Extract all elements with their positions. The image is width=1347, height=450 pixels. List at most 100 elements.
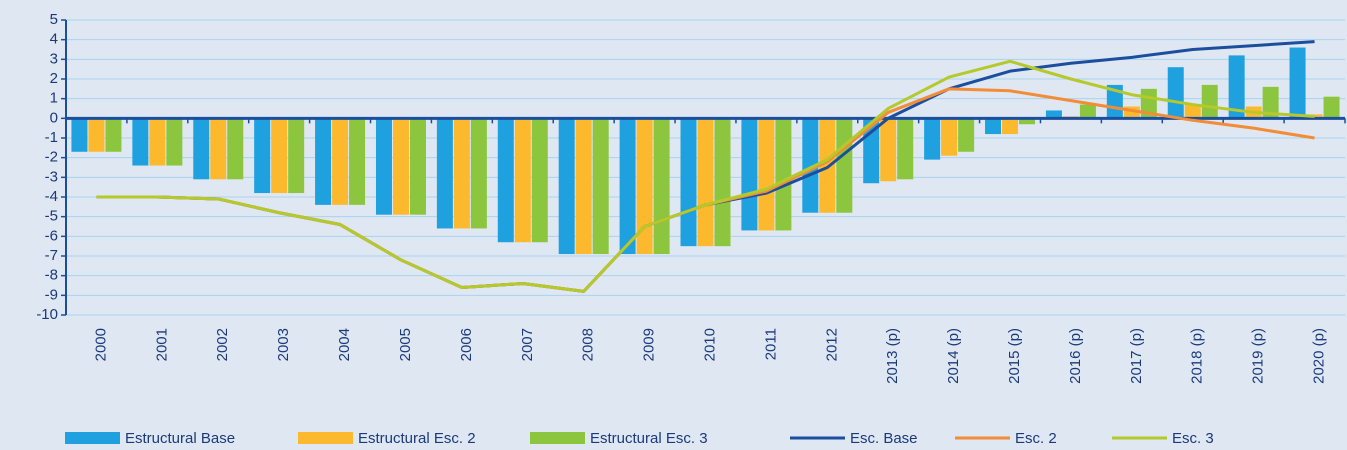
bar [897,118,914,180]
bar [166,118,183,166]
bar [575,118,592,255]
x-tick-label: 2010 [701,328,718,361]
bar [392,118,409,215]
legend-label: Esc. 2 [1015,430,1057,447]
legend-label: Estructural Esc. 3 [590,430,708,447]
bar [636,118,653,255]
bar [288,118,305,194]
bar [714,118,731,247]
bar [1045,110,1062,119]
x-tick-label: 2009 [641,328,658,361]
bar [271,118,288,194]
x-tick-label: 2017 (p) [1128,328,1145,384]
bar [436,118,453,229]
bar [514,118,531,243]
bar [349,118,366,205]
bar [1019,118,1036,125]
x-tick-label: 2016 (p) [1067,328,1084,384]
y-tick-label: -7 [45,247,58,264]
x-tick-label: 2005 [397,328,414,361]
legend-label: Estructural Base [125,430,235,447]
bar [105,118,122,152]
bar [958,118,975,152]
bar [193,118,210,180]
bar [741,118,758,231]
bar [819,118,836,213]
bar [531,118,548,243]
bar [758,118,775,231]
bar [619,118,636,255]
bar [88,118,105,152]
x-tick-label: 2014 (p) [945,328,962,384]
x-tick-label: 2004 [336,328,353,361]
y-tick-label: 3 [50,50,58,67]
y-tick-label: -3 [45,168,58,185]
bar [1323,96,1340,119]
bar [453,118,470,229]
bar [924,118,941,160]
y-tick-label: 0 [50,109,58,126]
bar [71,118,88,152]
legend-swatch [65,432,120,444]
x-tick-label: 2000 [92,328,109,361]
line [96,59,1315,293]
x-tick-label: 2013 (p) [884,328,901,384]
y-tick-label: 2 [50,70,58,87]
bar [332,118,349,205]
bar [149,118,166,166]
bar [375,118,392,215]
bar [653,118,670,255]
y-tick-label: -5 [45,208,58,225]
y-tick-label: 4 [50,31,58,48]
bar [836,118,853,213]
x-tick-label: 2002 [214,328,231,361]
y-tick-label: -9 [45,286,58,303]
bar [775,118,792,231]
x-tick-label: 2019 (p) [1250,328,1267,384]
bar [1123,106,1140,119]
x-tick-label: 2003 [275,328,292,361]
bar [497,118,514,243]
legend-label: Esc. 3 [1172,430,1214,447]
y-tick-label: -2 [45,149,58,166]
bar [409,118,426,215]
x-tick-label: 2018 (p) [1189,328,1206,384]
x-tick-label: 2006 [458,328,475,361]
bar [227,118,244,180]
x-tick-label: 2015 (p) [1006,328,1023,384]
bar [1106,84,1123,119]
x-tick-label: 2001 [153,328,170,361]
bar [802,118,819,213]
legend-label: Estructural Esc. 2 [358,430,476,447]
bar [1289,47,1306,119]
bar [697,118,714,247]
bar [985,118,1002,135]
bar [680,118,697,247]
y-tick-label: -6 [45,227,58,244]
bar [470,118,487,229]
y-tick-label: -4 [45,188,58,205]
legend-swatch [530,432,585,444]
legend-swatch [298,432,353,444]
bar [592,118,609,255]
bar [941,118,958,156]
bar [1262,86,1279,119]
x-tick-label: 2012 [823,328,840,361]
legend-label: Esc. Base [850,430,918,447]
bar [1201,84,1218,119]
y-tick-label: -10 [36,306,58,323]
bar [1079,104,1096,119]
bar [210,118,227,180]
bar [254,118,271,194]
bar [315,118,332,205]
x-tick-label: 2020 (p) [1311,328,1328,384]
bar [1167,67,1184,119]
y-tick-label: -8 [45,267,58,284]
y-tick-label: -1 [45,129,58,146]
x-tick-label: 2011 [762,328,779,360]
bar [132,118,149,166]
x-tick-label: 2008 [580,328,597,361]
x-tick-label: 2007 [519,328,536,361]
